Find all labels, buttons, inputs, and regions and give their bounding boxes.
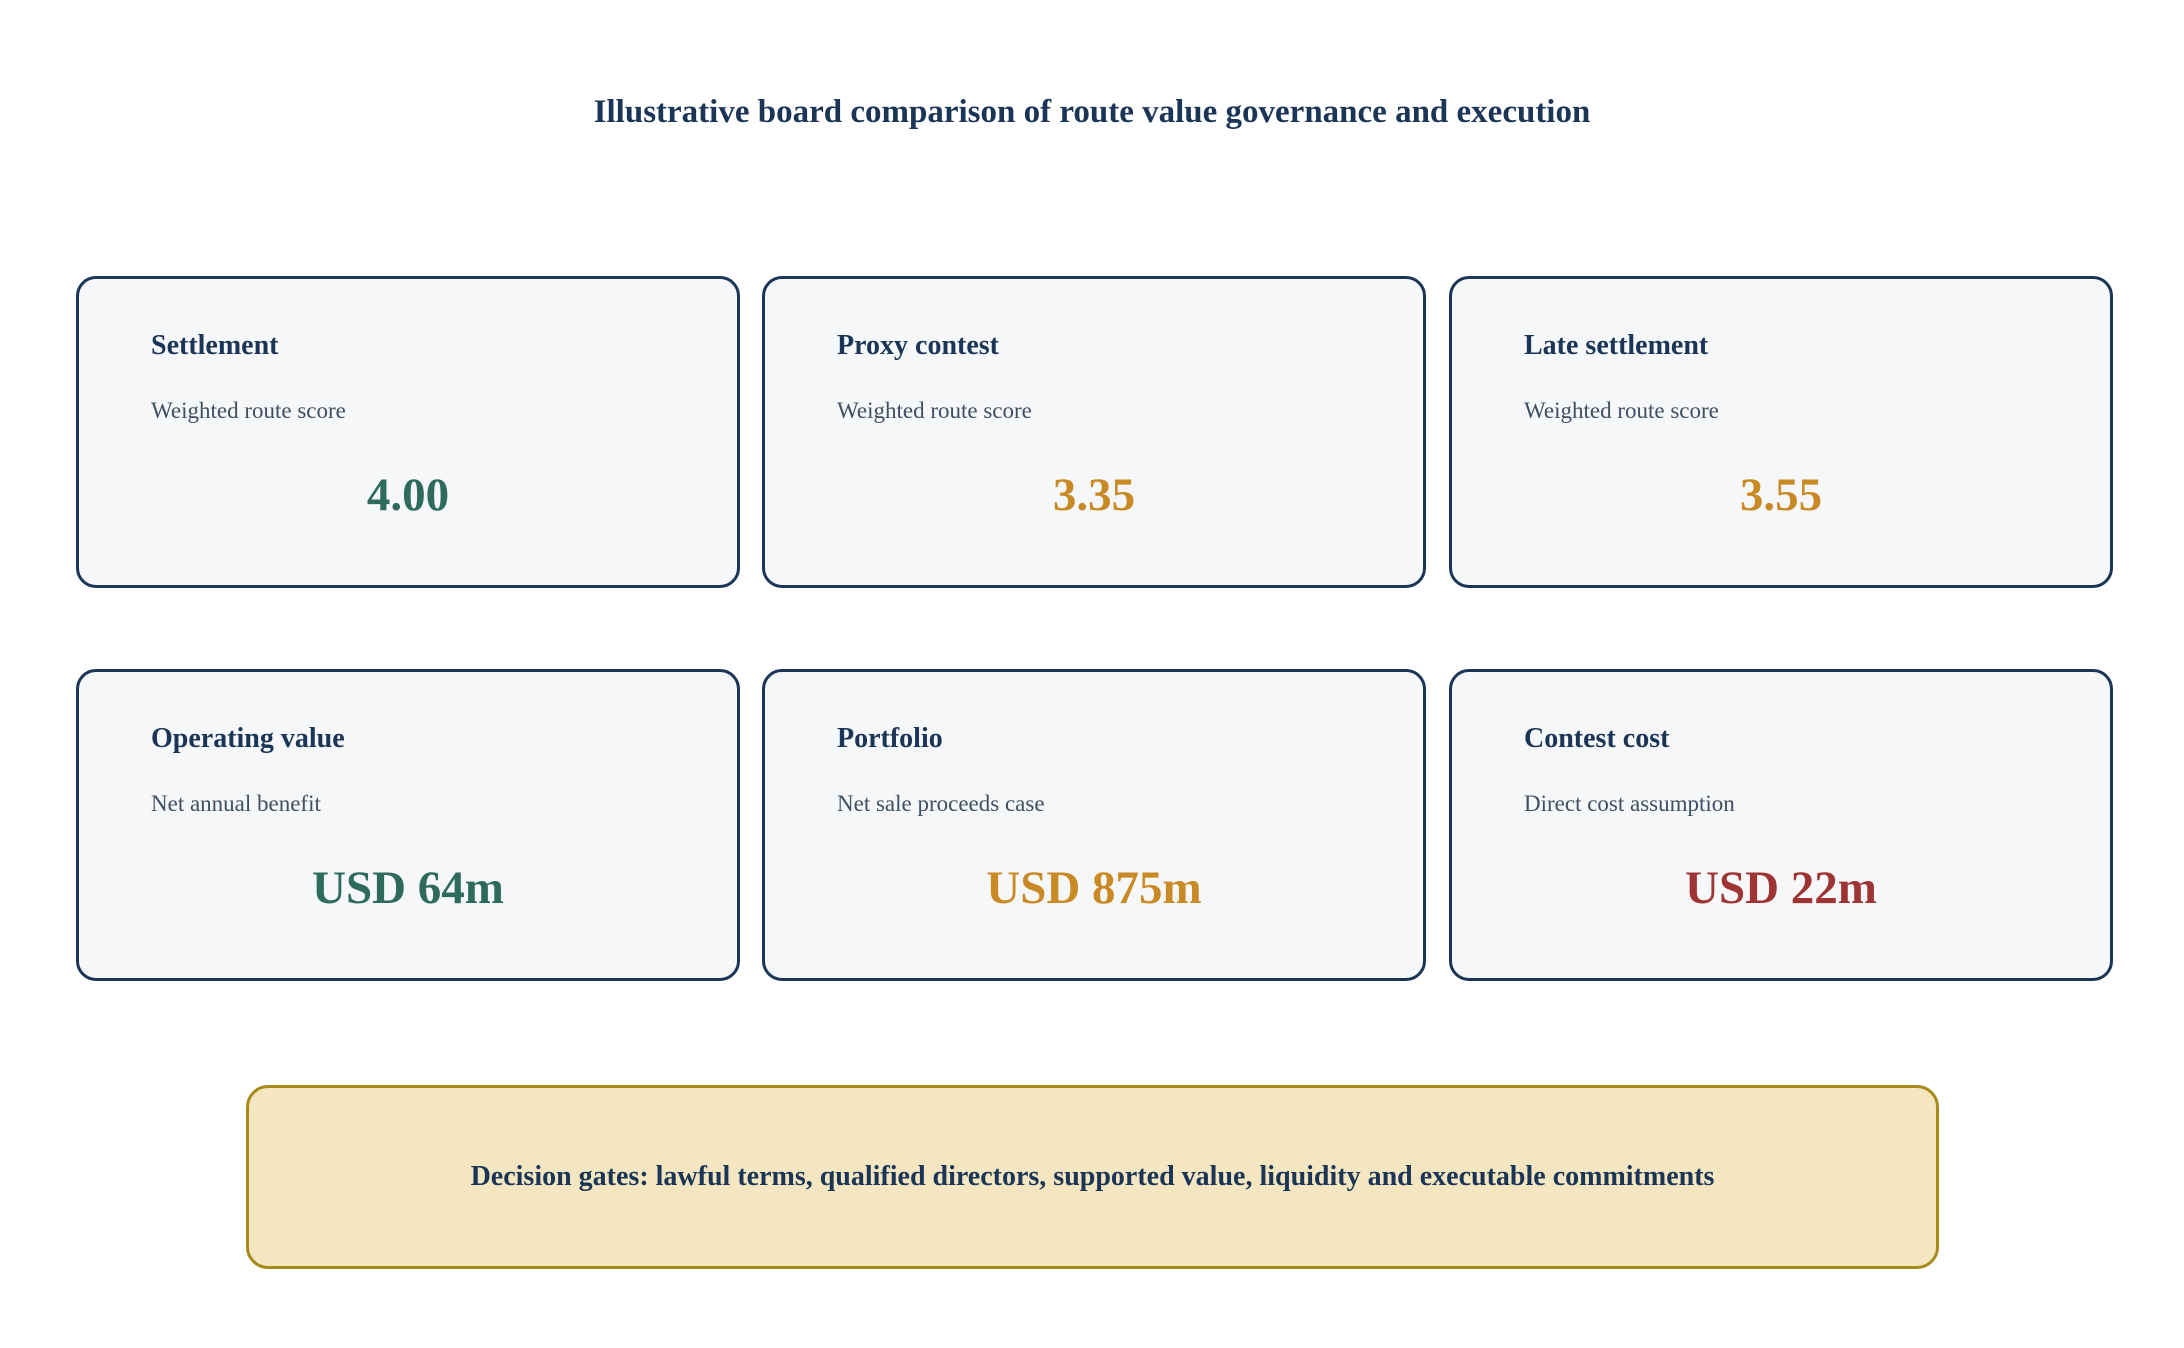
card-late-settlement: Late settlement Weighted route score 3.5…	[1449, 276, 2113, 588]
card-value: USD 64m	[312, 862, 504, 914]
card-subtitle: Net annual benefit	[151, 791, 321, 816]
card-settlement: Settlement Weighted route score 4.00	[76, 276, 740, 588]
page-title: Illustrative board comparison of route v…	[593, 94, 1591, 130]
card-label: Contest cost	[1524, 723, 1670, 754]
card-value: 3.55	[1739, 469, 1823, 521]
decision-gates-text: Decision gates: lawful terms, qualified …	[470, 1161, 1715, 1192]
card-subtitle: Direct cost assumption	[1524, 791, 1735, 816]
card-value: USD 875m	[986, 862, 1202, 914]
card-portfolio: Portfolio Net sale proceeds case USD 875…	[762, 669, 1426, 981]
card-value: 3.35	[1052, 469, 1136, 521]
card-subtitle: Weighted route score	[837, 398, 1032, 423]
card-subtitle: Weighted route score	[1524, 398, 1719, 423]
card-label: Operating value	[151, 723, 345, 754]
card-value: 4.00	[366, 469, 450, 521]
card-label: Settlement	[151, 330, 279, 361]
card-operating-value: Operating value Net annual benefit USD 6…	[76, 669, 740, 981]
card-value: USD 22m	[1685, 862, 1877, 914]
card-label: Late settlement	[1524, 330, 1709, 361]
card-subtitle: Net sale proceeds case	[837, 791, 1045, 816]
card-proxy-contest: Proxy contest Weighted route score 3.35	[762, 276, 1426, 588]
card-subtitle: Weighted route score	[151, 398, 346, 423]
card-contest-cost: Contest cost Direct cost assumption USD …	[1449, 669, 2113, 981]
decision-gates-box: Decision gates: lawful terms, qualified …	[246, 1085, 1939, 1269]
card-label: Portfolio	[837, 723, 943, 754]
card-label: Proxy contest	[837, 330, 999, 361]
